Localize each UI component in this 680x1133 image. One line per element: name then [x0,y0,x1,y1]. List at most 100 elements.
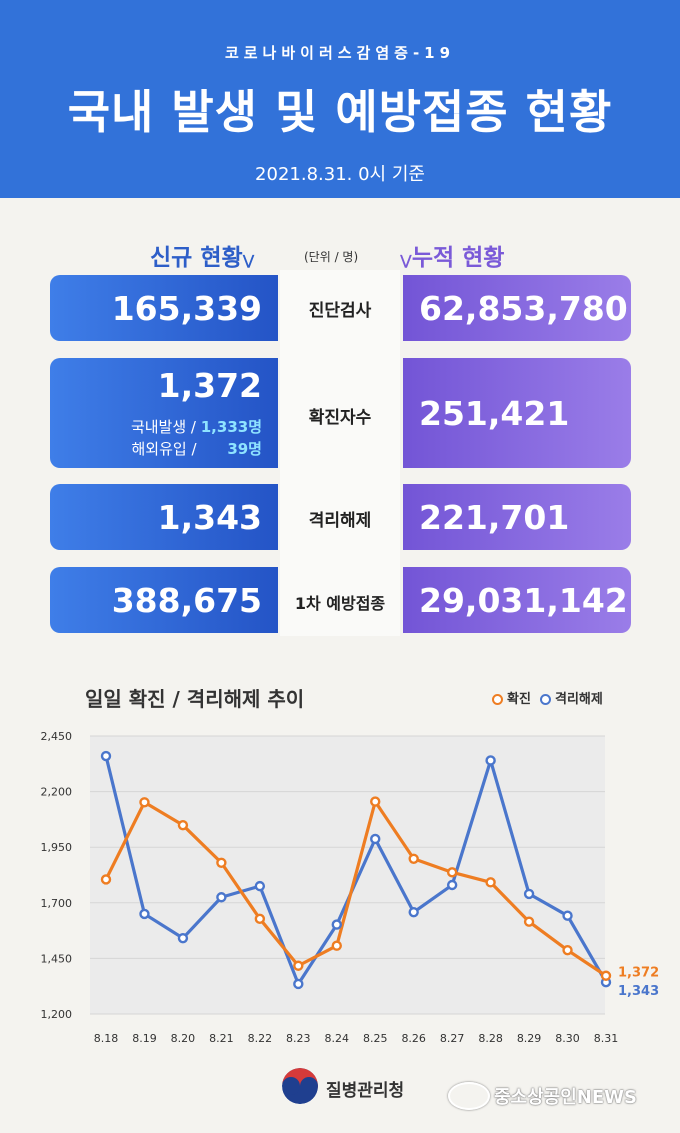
x-tick-label: 8.19 [132,1032,157,1045]
data-point-released [446,879,458,891]
data-point-confirmed [485,877,496,888]
tests-label: 진단검사 [308,301,372,321]
x-tick-label: 8.28 [478,1032,503,1045]
kdca-logo-icon [282,1068,318,1104]
x-tick-label: 8.31 [594,1032,619,1045]
header-subtitle: 코로나바이러스감염증-19 [224,44,456,62]
data-point-confirmed [408,853,419,864]
data-point-released [485,755,496,766]
unit-label: (단위 / 명) [304,250,359,264]
center-label-column [280,270,400,636]
imported-value: 39명 [227,440,262,458]
reference-date: 2021.8.31. 0시 기준 [255,164,425,185]
cum-vaccination-value: 29,031,142 [419,581,628,620]
x-tick-label: 8.29 [517,1032,542,1045]
new-released-box: 1,343 [50,484,278,550]
x-tick-label: 8.18 [94,1032,119,1045]
x-tick-label: 8.27 [440,1032,465,1045]
chart-title: 일일 확진 / 격리해제 추이 [85,687,305,711]
new-confirmed-value: 1,372 [157,366,262,405]
end-label-confirmed: 1,372 [618,966,659,981]
data-point-confirmed [100,874,112,885]
data-point-released [370,833,381,845]
cum-tests-value: 62,853,780 [419,289,628,328]
legend-released-label: 격리해제 [555,692,603,707]
legend-confirmed: 확진 [492,688,531,707]
y-tick-label: 1,450 [41,952,73,965]
y-tick-label: 1,700 [41,897,73,910]
data-point-released [254,880,266,892]
data-point-released [562,910,573,921]
y-tick-label: 1,200 [41,1008,73,1021]
legend-confirmed-label: 확진 [507,692,531,707]
released-label: 격리해제 [308,511,372,531]
data-point-released [331,919,342,930]
data-point-released [139,908,150,920]
plot-area [90,736,605,1014]
legend-released-marker [540,694,551,705]
new-vaccination-value: 388,675 [111,581,262,620]
page-title: 국내 발생 및 예방접종 현황 [67,85,613,139]
data-point-confirmed [562,944,573,956]
data-point-released [177,932,189,944]
data-point-released [523,888,535,900]
cumulative-status-heading: ⋁누적 현황 [400,238,504,272]
cum-confirmed-value: 251,421 [419,394,570,433]
legend-confirmed-marker [492,694,503,705]
cum-released-value: 221,701 [419,498,570,537]
data-point-confirmed [370,796,381,807]
data-point-released [408,906,419,918]
cum-released-box: 221,701 [403,484,631,550]
data-point-confirmed [446,867,458,878]
data-point-released [100,750,112,762]
new-status-heading: 신규 현황⋁ [150,238,254,272]
domestic-label: 국내발생 / [130,418,196,436]
domestic-value: 1,333명 [200,418,262,436]
end-label-released: 1,343 [618,984,659,999]
x-tick-label: 8.26 [401,1032,426,1045]
cum-confirmed-box: 251,421 [403,358,631,468]
data-point-confirmed [600,970,612,981]
data-point-confirmed [331,940,342,951]
x-tick-label: 8.20 [171,1032,196,1045]
data-point-confirmed [254,913,266,925]
watermark-logo-icon [448,1082,490,1110]
imported-detail: 해외유입 / 39명 [132,438,263,459]
watermark-text: 중소상공인NEWS [494,1087,637,1108]
vaccination-label: 1차 예방접종 [294,594,386,613]
x-tick-label: 8.30 [555,1032,580,1045]
series-line-confirmed [104,800,607,978]
data-point-confirmed [216,857,227,868]
confirmed-label: 확진자수 [308,408,372,428]
header-banner: 코로나바이러스감염증-19 국내 발생 및 예방접종 현황 2021.8.31.… [0,0,680,198]
x-tick-label: 8.22 [248,1032,273,1045]
data-point-confirmed [293,960,304,971]
domestic-detail: 국내발생 / 1,333명 [131,416,262,437]
x-tick-label: 8.23 [286,1032,311,1045]
cum-tests-box: 62,853,780 [403,275,631,341]
x-tick-label: 8.25 [363,1032,388,1045]
new-status-label: 신규 현황 [150,245,243,271]
agency-name: 질병관리청 [326,1081,405,1101]
chevron-down-icon: ⋁ [400,253,412,269]
y-tick-label: 2,200 [41,786,73,799]
legend-released: 격리해제 [540,688,603,707]
new-confirmed-box: 1,372 국내발생 / 1,333명 해외유입 / 39명 [50,358,278,468]
chevron-down-icon: ⋁ [242,253,255,269]
data-point-confirmed [177,819,189,831]
y-tick-label: 1,950 [41,841,73,854]
new-released-value: 1,343 [157,498,262,537]
data-point-released [216,892,227,903]
y-tick-label: 2,450 [41,730,73,743]
cumulative-status-label: 누적 현황 [411,245,505,271]
imported-label: 해외유입 / [131,440,197,458]
data-point-released [293,978,304,990]
data-point-confirmed [523,916,535,927]
new-vaccination-box: 388,675 [50,567,278,633]
x-tick-label: 8.24 [325,1032,350,1045]
data-point-confirmed [139,797,150,808]
x-tick-label: 8.21 [209,1032,234,1045]
new-tests-value: 165,339 [111,289,262,328]
cum-vaccination-box: 29,031,142 [403,567,631,633]
